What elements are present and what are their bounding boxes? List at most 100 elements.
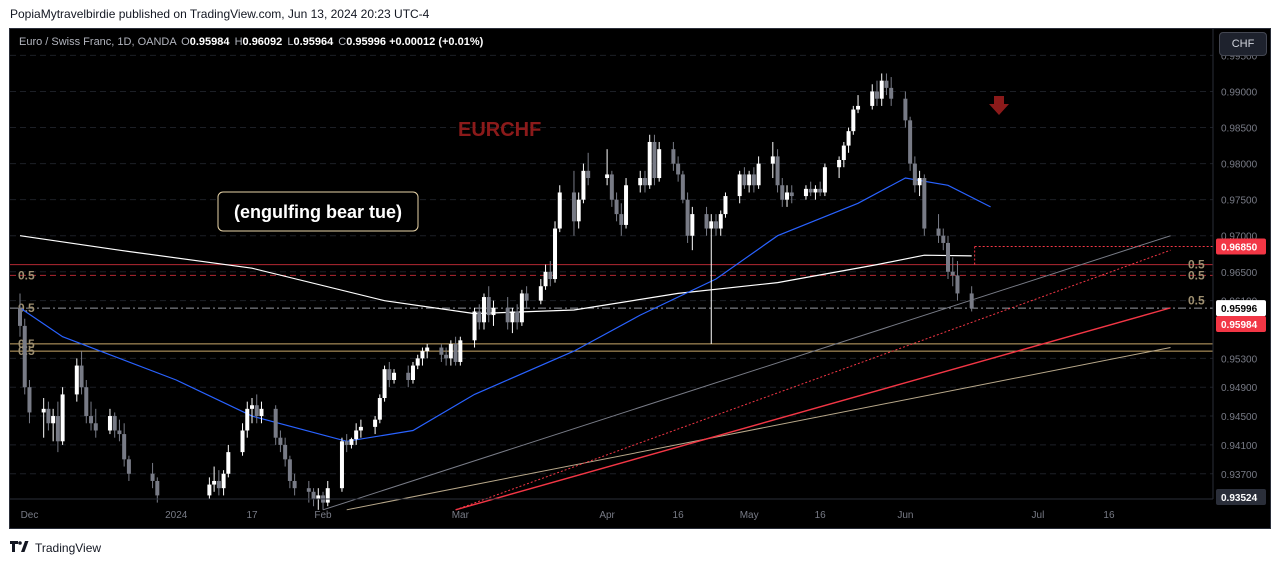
candle bbox=[79, 351, 84, 395]
candle bbox=[946, 235, 950, 280]
symbol-name[interactable]: Euro / Swiss Franc, 1D, OANDA bbox=[19, 36, 177, 48]
price-tick-label: 0.97500 bbox=[1221, 196, 1258, 207]
candle bbox=[822, 163, 827, 197]
candle bbox=[586, 152, 591, 186]
candle-body bbox=[775, 156, 780, 186]
candle-body bbox=[657, 149, 662, 179]
price-label-bg bbox=[1216, 489, 1266, 505]
candle-body bbox=[946, 242, 950, 272]
time-tick-label: 17 bbox=[246, 510, 258, 521]
candle bbox=[714, 214, 718, 236]
candle-body bbox=[60, 394, 65, 442]
candle bbox=[93, 408, 98, 438]
price-tick-label: 0.94100 bbox=[1221, 441, 1258, 452]
down-arrow-icon bbox=[989, 96, 1009, 115]
candle bbox=[406, 365, 411, 388]
candle bbox=[846, 127, 851, 153]
candle bbox=[472, 307, 477, 348]
price-label: 0.95984 bbox=[1221, 320, 1258, 331]
candle-body bbox=[311, 491, 316, 499]
candle-body bbox=[619, 214, 624, 225]
footer-brand[interactable]: TradingView bbox=[35, 540, 102, 555]
candle bbox=[837, 156, 842, 179]
candle bbox=[879, 73, 884, 106]
candle-body bbox=[879, 80, 884, 99]
currency-button[interactable]: CHF bbox=[1219, 32, 1267, 56]
candle-body bbox=[751, 174, 756, 186]
price-label: 0.95996 bbox=[1221, 304, 1258, 315]
candle-body bbox=[780, 185, 785, 200]
time-tick-label: 2024 bbox=[165, 510, 188, 521]
candle-body bbox=[874, 91, 879, 99]
change-value: +0.00012 (+0.01%) bbox=[389, 36, 484, 48]
candle-body bbox=[27, 387, 32, 413]
candle bbox=[387, 361, 392, 388]
fib-label: 0.5 bbox=[1188, 258, 1205, 272]
candle bbox=[373, 416, 378, 435]
candle bbox=[155, 477, 160, 503]
candle-body bbox=[818, 188, 823, 193]
time-tick-label: 16 bbox=[673, 510, 685, 521]
candle-body bbox=[84, 387, 89, 417]
candle-body bbox=[676, 163, 681, 175]
trendline bbox=[455, 249, 1171, 511]
candle bbox=[955, 260, 960, 301]
price-tick-label: 0.98500 bbox=[1221, 124, 1258, 135]
candle bbox=[548, 260, 553, 287]
candle bbox=[278, 430, 283, 453]
candle-body bbox=[46, 408, 51, 424]
candle bbox=[226, 444, 231, 478]
price-label-bg bbox=[1216, 238, 1266, 255]
publish-header: PopiaMytravelbirdie published on Trading… bbox=[10, 7, 430, 21]
candle-body bbox=[950, 271, 955, 276]
low-value: 0.95964 bbox=[293, 36, 334, 48]
price-tick-label: 0.95300 bbox=[1221, 354, 1258, 365]
candle-body bbox=[89, 416, 94, 424]
candle bbox=[884, 73, 889, 96]
candle bbox=[89, 401, 94, 431]
candle-body bbox=[519, 293, 524, 323]
candle-body bbox=[448, 343, 453, 359]
candle-body bbox=[226, 452, 231, 474]
candle bbox=[283, 437, 288, 467]
candle-body bbox=[259, 408, 264, 417]
symbol-legend: Euro / Swiss Franc, 1D, OANDA O0.95984 H… bbox=[19, 36, 484, 48]
candle-body bbox=[358, 426, 363, 431]
candle-body bbox=[212, 480, 217, 485]
price-label-bg bbox=[1216, 300, 1266, 317]
candle bbox=[60, 387, 65, 445]
candle bbox=[491, 300, 496, 326]
candle bbox=[415, 354, 420, 370]
candle-body bbox=[969, 293, 974, 309]
candle-body bbox=[472, 311, 477, 341]
candle bbox=[524, 286, 529, 308]
candle bbox=[605, 149, 610, 186]
candle bbox=[756, 156, 761, 189]
candle-body bbox=[524, 293, 529, 301]
candle-body bbox=[841, 145, 846, 161]
target-box bbox=[974, 246, 1213, 265]
candle bbox=[581, 163, 586, 204]
candle-body bbox=[870, 91, 875, 106]
candle bbox=[808, 181, 813, 197]
candle bbox=[557, 185, 562, 233]
candle-body bbox=[709, 221, 714, 229]
candle bbox=[444, 347, 449, 366]
trendline bbox=[455, 307, 1171, 511]
candle bbox=[453, 336, 458, 366]
candle bbox=[448, 340, 453, 366]
time-tick-label: May bbox=[740, 510, 759, 521]
candle bbox=[321, 491, 326, 510]
candle-body bbox=[571, 192, 576, 222]
candle bbox=[325, 480, 330, 507]
candle-body bbox=[287, 459, 292, 481]
candle bbox=[657, 141, 662, 182]
candle bbox=[84, 379, 89, 424]
tradingview-logo-icon[interactable] bbox=[10, 540, 30, 555]
candle-body bbox=[453, 343, 458, 362]
candle bbox=[747, 170, 752, 193]
candle bbox=[505, 297, 510, 330]
candle bbox=[841, 141, 846, 168]
